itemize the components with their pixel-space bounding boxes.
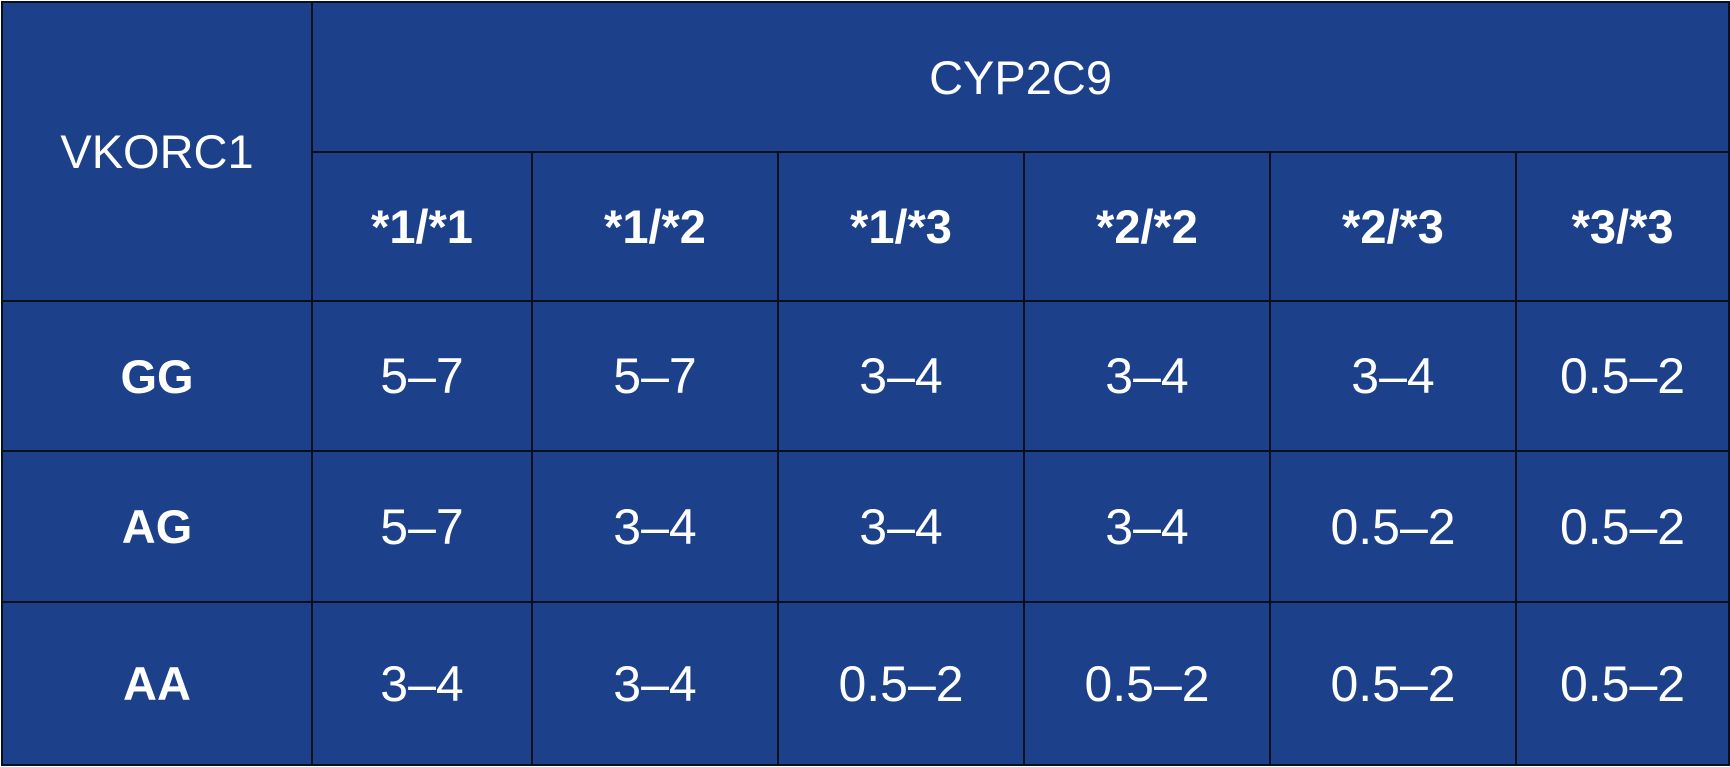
table-cell: 0.5–2 — [1269, 450, 1517, 603]
table-cell: 3–4 — [531, 450, 779, 603]
table-cell: 3–4 — [777, 300, 1025, 452]
table-row: GG 5–7 5–7 3–4 3–4 3–4 0.5–2 — [1, 300, 1730, 452]
table-cell: 3–4 — [777, 450, 1025, 603]
table-cell: 3–4 — [1023, 450, 1271, 603]
table-cell: 3–4 — [311, 601, 533, 766]
table-cell: 0.5–2 — [777, 601, 1025, 766]
column-header: *3/*3 — [1514, 151, 1730, 302]
column-header: *1/*3 — [777, 151, 1025, 302]
column-header: *2/*3 — [1269, 151, 1517, 302]
cyp2c9-header: CYP2C9 — [310, 1, 1730, 153]
table-cell: 0.5–2 — [1023, 601, 1271, 766]
table-cell: 0.5–2 — [1514, 601, 1730, 766]
table-cell: 3–4 — [531, 601, 779, 766]
row-header: AA — [1, 601, 313, 766]
table-cell: 0.5–2 — [1514, 450, 1730, 603]
table-cell: 0.5–2 — [1514, 300, 1730, 452]
column-header: *2/*2 — [1023, 151, 1271, 302]
column-header: *1/*1 — [311, 151, 533, 302]
table-row: AG 5–7 3–4 3–4 3–4 0.5–2 0.5–2 — [1, 450, 1730, 603]
column-header: *1/*2 — [531, 151, 779, 302]
table-cell: 5–7 — [311, 450, 533, 603]
table-cell: 3–4 — [1269, 300, 1517, 452]
table-cell: 3–4 — [1023, 300, 1271, 452]
table-cell: 5–7 — [311, 300, 533, 452]
row-header: AG — [1, 450, 313, 603]
table-cell: 0.5–2 — [1269, 601, 1517, 766]
table-cell: 5–7 — [531, 300, 779, 452]
vkorc1-header: VKORC1 — [1, 1, 313, 302]
row-header: GG — [1, 300, 313, 452]
table-row: AA 3–4 3–4 0.5–2 0.5–2 0.5–2 0.5–2 — [1, 601, 1730, 766]
